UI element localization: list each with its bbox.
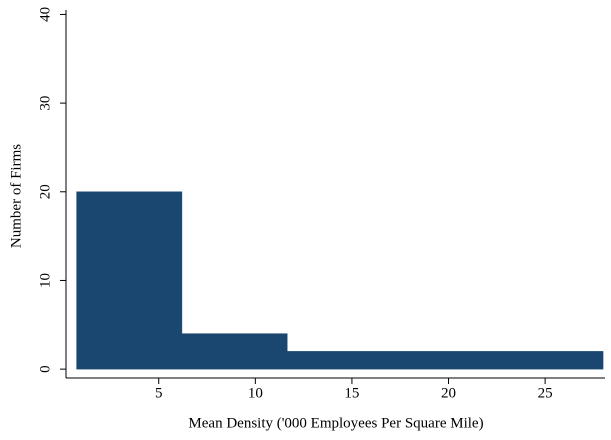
x-axis-title: Mean Density ('000 Employees Per Square … xyxy=(188,415,483,431)
y-axis-title: Number of Firms xyxy=(8,144,24,248)
y-tick-label: 30 xyxy=(37,96,53,111)
bar xyxy=(76,191,183,370)
bar xyxy=(181,333,288,370)
bar xyxy=(497,351,604,370)
x-tick-label: 25 xyxy=(538,385,553,401)
x-tick-label: 15 xyxy=(344,385,359,401)
y-tick-label: 0 xyxy=(37,365,53,373)
x-tick-label: 5 xyxy=(155,385,163,401)
y-tick-label: 40 xyxy=(37,7,53,22)
x-tick-label: 20 xyxy=(441,385,456,401)
bar xyxy=(392,351,499,370)
y-tick-label: 10 xyxy=(37,273,53,288)
y-tick-label: 20 xyxy=(37,184,53,199)
x-tick-label: 10 xyxy=(248,385,263,401)
bar xyxy=(286,351,393,370)
